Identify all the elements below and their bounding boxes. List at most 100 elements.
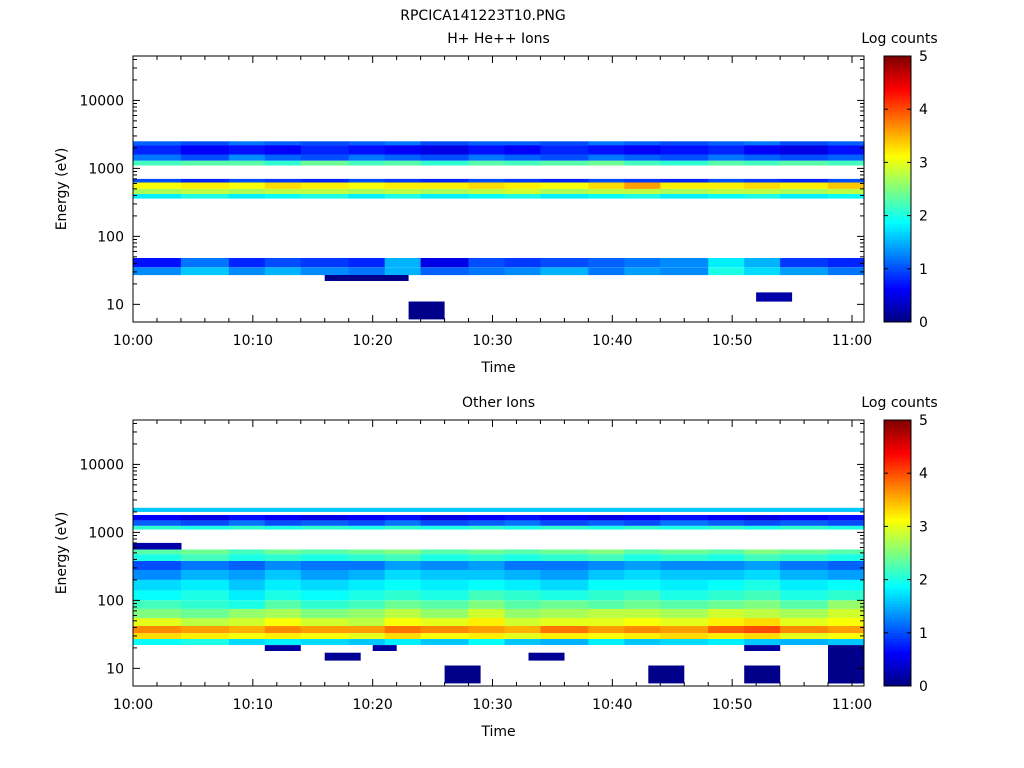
colorbar-segment xyxy=(884,550,911,554)
heatmap-cell xyxy=(828,639,865,645)
colorbar-segment xyxy=(884,189,911,193)
heatmap-cell xyxy=(468,258,506,268)
x-tick-label: 10:30 xyxy=(472,333,512,349)
x-tick-label: 11:00 xyxy=(832,697,872,713)
heatmap-cell xyxy=(228,618,266,626)
colorbar-segment xyxy=(884,234,911,238)
heatmap-cell xyxy=(624,145,661,155)
heatmap-cell xyxy=(264,570,302,580)
heatmap-cell xyxy=(180,639,230,645)
heatmap-cell xyxy=(540,618,589,626)
heatmap-cell xyxy=(264,188,302,194)
heatmap-cell xyxy=(624,515,661,521)
heatmap-cell xyxy=(300,600,350,609)
heatmap-cell xyxy=(504,590,542,601)
heatmap-cell xyxy=(780,507,829,512)
heatmap-cell xyxy=(828,160,865,166)
heatmap-cell xyxy=(264,515,302,521)
heatmap-cell xyxy=(504,258,542,268)
heatmap-cell xyxy=(300,258,350,268)
colorbar-segment xyxy=(884,638,911,642)
heatmap-cell xyxy=(828,178,865,183)
colorbar-segment xyxy=(884,675,911,679)
heatmap-cell xyxy=(780,525,829,530)
heatmap-cell xyxy=(744,626,781,634)
colorbar-segment xyxy=(884,497,911,501)
heatmap-cell xyxy=(708,590,745,601)
colorbar-segment xyxy=(884,560,911,565)
heatmap-cell xyxy=(744,561,781,570)
heatmap-cell xyxy=(384,154,422,161)
colorbar-segment xyxy=(884,534,911,538)
heatmap-cell xyxy=(348,554,386,561)
heatmap-cell xyxy=(420,182,470,189)
heatmap-cell xyxy=(133,639,182,645)
colorbar-segment xyxy=(884,298,911,302)
colorbar-segment xyxy=(884,306,911,310)
heatmap-cell xyxy=(348,145,386,155)
heatmap-cell xyxy=(264,178,302,183)
heatmap-cell xyxy=(384,600,422,609)
heatmap-cell xyxy=(133,590,182,601)
heatmap-cell xyxy=(744,600,781,609)
heatmap-cell xyxy=(540,520,589,526)
heatmap-cell xyxy=(708,154,745,161)
colorbar-segment xyxy=(884,314,911,318)
heatmap-cell xyxy=(780,160,829,166)
heatmap-cell xyxy=(468,194,506,199)
heatmap-cell xyxy=(540,633,589,639)
heatmap-cell xyxy=(133,178,182,183)
heatmap-cell xyxy=(780,633,829,639)
colorbar-segment xyxy=(884,135,911,139)
heatmap-cell xyxy=(300,633,350,639)
heatmap-cell xyxy=(744,141,781,146)
heatmap-cell xyxy=(300,194,350,199)
heatmap-spot xyxy=(324,275,409,281)
colorbar-segment xyxy=(884,680,911,684)
colorbar-segment xyxy=(884,250,911,254)
heatmap-cell xyxy=(708,554,745,561)
colorbar-segment xyxy=(884,473,911,477)
heatmap-cell xyxy=(540,141,589,146)
heatmap-cell xyxy=(468,633,506,639)
heatmap-cell xyxy=(348,520,386,526)
colorbar-segment xyxy=(884,670,911,674)
colorbar-tick-label: 5 xyxy=(919,413,928,429)
y-tick-label: 10000 xyxy=(79,93,124,109)
heatmap-cell xyxy=(348,188,386,194)
heatmap-cell xyxy=(133,258,182,268)
heatmap-cell xyxy=(588,561,625,570)
colorbar-segment xyxy=(884,529,911,533)
heatmap-cell xyxy=(624,194,661,199)
heatmap-cell xyxy=(828,549,865,555)
heatmap-cell xyxy=(624,188,661,194)
heatmap-cell xyxy=(384,178,422,183)
heatmap-cell xyxy=(468,178,506,183)
heatmap-cell xyxy=(504,520,542,526)
heatmap-spot xyxy=(744,665,781,684)
colorbar-segment xyxy=(884,204,911,209)
colorbar-segment xyxy=(884,247,911,251)
heatmap-cell xyxy=(228,178,266,183)
heatmap-cell xyxy=(180,141,230,146)
heatmap-cell xyxy=(348,182,386,189)
colorbar-segment xyxy=(884,252,911,256)
heatmap-cell xyxy=(780,561,829,570)
heatmap-cell xyxy=(660,258,709,268)
heatmap-cell xyxy=(780,570,829,580)
colorbar-segment xyxy=(884,438,911,442)
heatmap-cell xyxy=(228,525,266,530)
colorbar-segment xyxy=(884,122,911,126)
heatmap-cell xyxy=(540,182,589,189)
heatmap-cell xyxy=(420,178,470,183)
heatmap-cell xyxy=(300,515,350,521)
heatmap-cell xyxy=(348,600,386,609)
heatmap-cell xyxy=(348,515,386,521)
heatmap-cell xyxy=(624,178,661,183)
colorbar-segment xyxy=(884,590,911,594)
colorbar-segment xyxy=(884,420,911,424)
heatmap-cell xyxy=(780,608,829,619)
colorbar-tick-label: 2 xyxy=(919,209,928,225)
heatmap-cell xyxy=(708,267,745,276)
heatmap-cell xyxy=(180,507,230,512)
